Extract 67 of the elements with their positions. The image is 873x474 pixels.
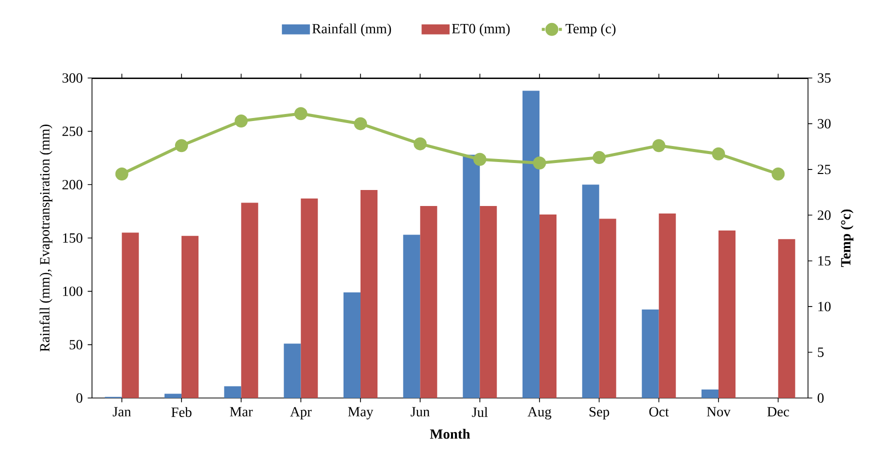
y-tick-label: 200 — [62, 180, 82, 190]
bar — [403, 234, 420, 398]
bar — [582, 184, 600, 398]
x-tick-label: Feb — [171, 407, 192, 417]
y2-tick-label: 15 — [818, 256, 831, 266]
y-tick-label: 100 — [63, 286, 82, 296]
point — [533, 156, 546, 170]
x-tick-label: Jan — [112, 407, 131, 416]
y2-tick-label: 10 — [818, 302, 831, 312]
point — [473, 152, 486, 166]
bar — [360, 190, 378, 398]
bar — [658, 213, 676, 398]
y2-tick-label: 0 — [818, 393, 824, 403]
x-tick-label: Apr — [290, 407, 312, 420]
bar — [300, 198, 318, 398]
bar — [522, 90, 540, 398]
bar — [122, 232, 139, 398]
y-axis-title: Rainfall (mm), Evapotranspiration (mm) — [39, 124, 52, 352]
y2-tick-label: 35 — [818, 73, 831, 83]
point — [772, 168, 785, 180]
y-tick-label: 50 — [70, 340, 82, 350]
bar — [182, 236, 199, 398]
x-tick-label: Oct — [649, 407, 669, 417]
bar — [344, 292, 360, 398]
x-tick-label: Sep — [590, 407, 610, 420]
bar — [224, 386, 242, 398]
bar — [599, 218, 616, 398]
bar — [241, 202, 258, 398]
bar — [284, 344, 301, 398]
point — [354, 117, 367, 130]
x-tick-label: Mar — [230, 407, 253, 416]
y2-tick-label: 5 — [818, 348, 824, 357]
legend-label: ET0 (mm) — [452, 24, 510, 36]
y2-tick-label: 30 — [818, 118, 831, 128]
point — [234, 114, 248, 128]
y-tick-label: 150 — [63, 233, 82, 243]
bar — [420, 206, 438, 398]
x-tick-label: May — [348, 407, 374, 420]
y2-tick-label: 25 — [818, 164, 831, 174]
y-tick-label: 0 — [76, 393, 82, 403]
bar — [480, 206, 497, 398]
bar — [702, 389, 719, 398]
bar — [462, 154, 480, 398]
x-tick-label: Jul — [472, 407, 488, 417]
bar — [642, 309, 659, 398]
bar — [778, 239, 796, 398]
point — [592, 151, 606, 164]
y2-axis-title: Temp (°c) — [840, 209, 854, 267]
x-axis-title: Month — [430, 428, 470, 439]
point — [712, 147, 726, 160]
x-tick-label: Aug — [528, 407, 552, 420]
legend-label: Rainfall (mm) — [312, 23, 391, 36]
bar — [164, 394, 182, 398]
bar — [718, 230, 736, 398]
x-tick-label: Dec — [767, 407, 790, 416]
point — [175, 139, 188, 152]
y-tick-label: 250 — [62, 126, 82, 136]
legend-label: Temp (c) — [566, 24, 616, 36]
point — [652, 139, 666, 152]
x-tick-label: Jun — [410, 407, 430, 416]
y-tick-label: 300 — [62, 73, 82, 83]
y2-tick-label: 20 — [818, 210, 831, 220]
point — [115, 168, 128, 180]
point — [294, 107, 308, 120]
x-tick-label: Nov — [706, 407, 731, 416]
bar — [540, 214, 557, 398]
point — [414, 137, 427, 150]
